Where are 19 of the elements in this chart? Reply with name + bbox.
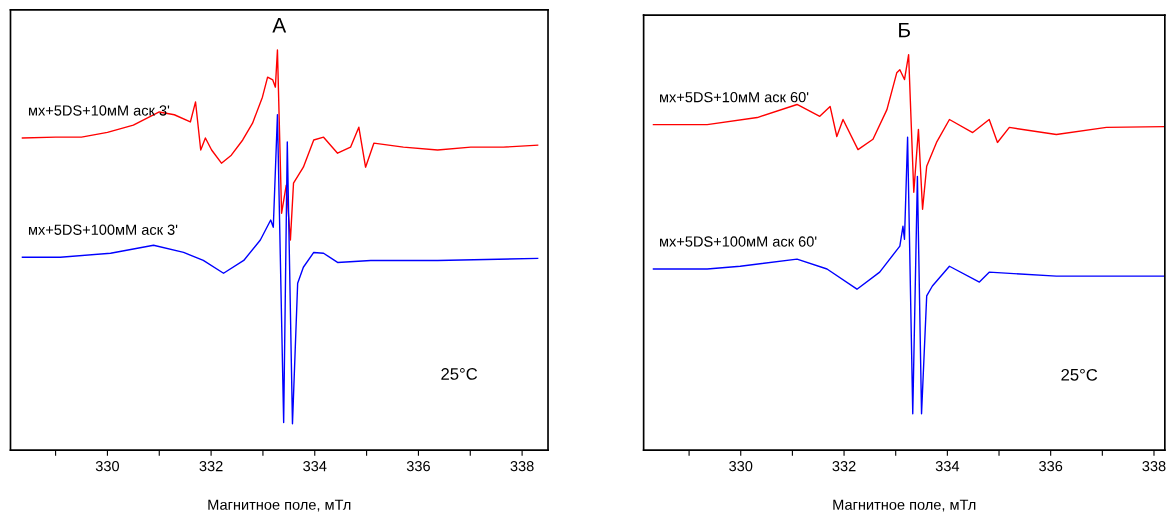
x-tick-label: 336 [1039, 460, 1063, 472]
x-axis-title: Магнитное поле, мТл [833, 499, 976, 512]
annotation: 25°C [441, 368, 478, 380]
x-axis-title: Магнитное поле, мТл [208, 499, 351, 512]
chart-title: Б [899, 22, 910, 38]
x-tick-label: 334 [303, 460, 327, 472]
series-label: мх+5DS+100мМ аск 3' [28, 224, 178, 235]
series-label: мх+5DS+100мМ аск 60' [660, 236, 817, 247]
x-tick-label: 334 [935, 460, 960, 472]
annotation: 25°C [1061, 368, 1098, 381]
x-tick-label: 330 [95, 460, 120, 472]
x-tick-label: 332 [832, 460, 856, 472]
chart-title: А [272, 18, 287, 33]
x-tick-label: 332 [199, 460, 223, 472]
series-label: мх+5DS+10мМ аск 60' [660, 92, 809, 103]
x-tick-label: 336 [406, 460, 430, 472]
x-tick-label: 338 [1142, 460, 1166, 472]
x-tick-label: 338 [510, 460, 534, 472]
x-tick-label: 330 [729, 460, 753, 472]
